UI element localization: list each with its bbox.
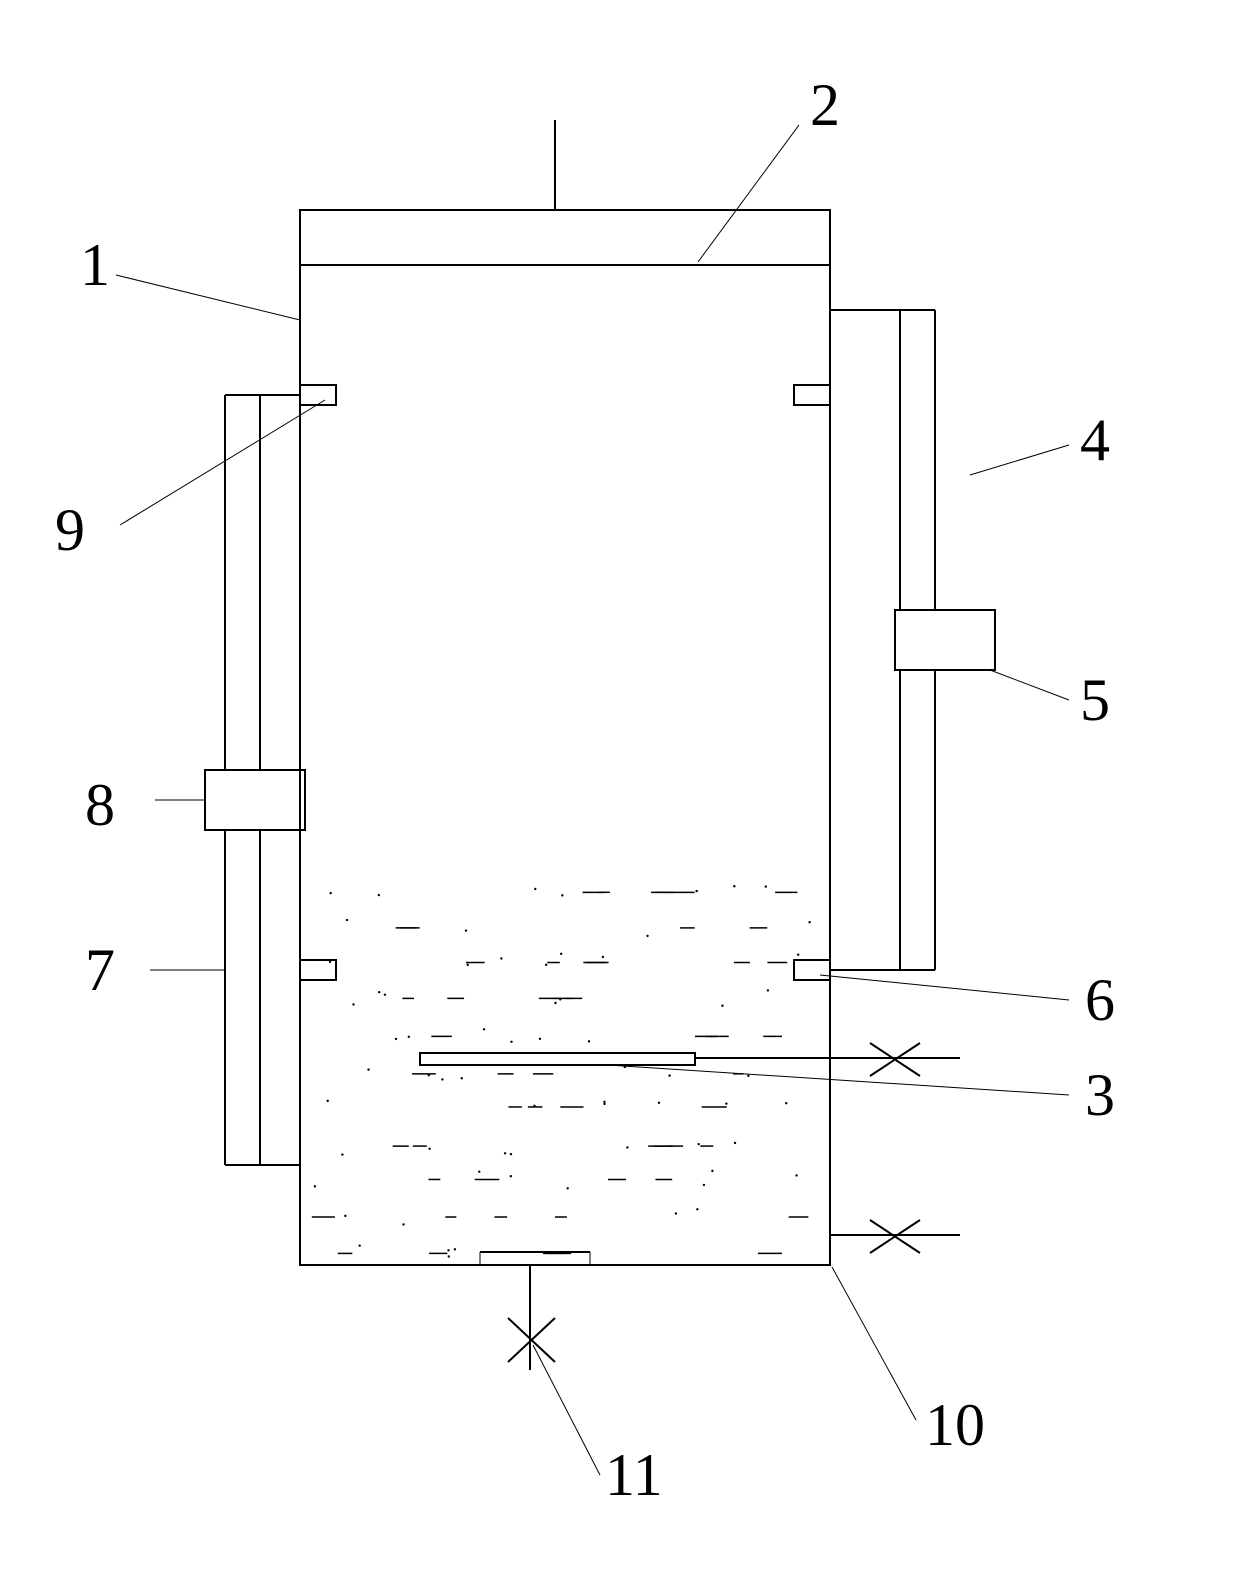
label-10: 10	[925, 1392, 985, 1458]
label-2: 2	[810, 72, 840, 138]
label-5: 5	[1080, 667, 1110, 733]
label-4: 4	[1080, 407, 1110, 473]
label-1: 1	[80, 232, 110, 298]
label-9: 9	[55, 497, 85, 563]
label-11: 11	[605, 1442, 663, 1508]
label-7: 7	[85, 937, 115, 1003]
label-8: 8	[85, 772, 115, 838]
label-6: 6	[1085, 967, 1115, 1033]
label-3: 3	[1085, 1062, 1115, 1128]
